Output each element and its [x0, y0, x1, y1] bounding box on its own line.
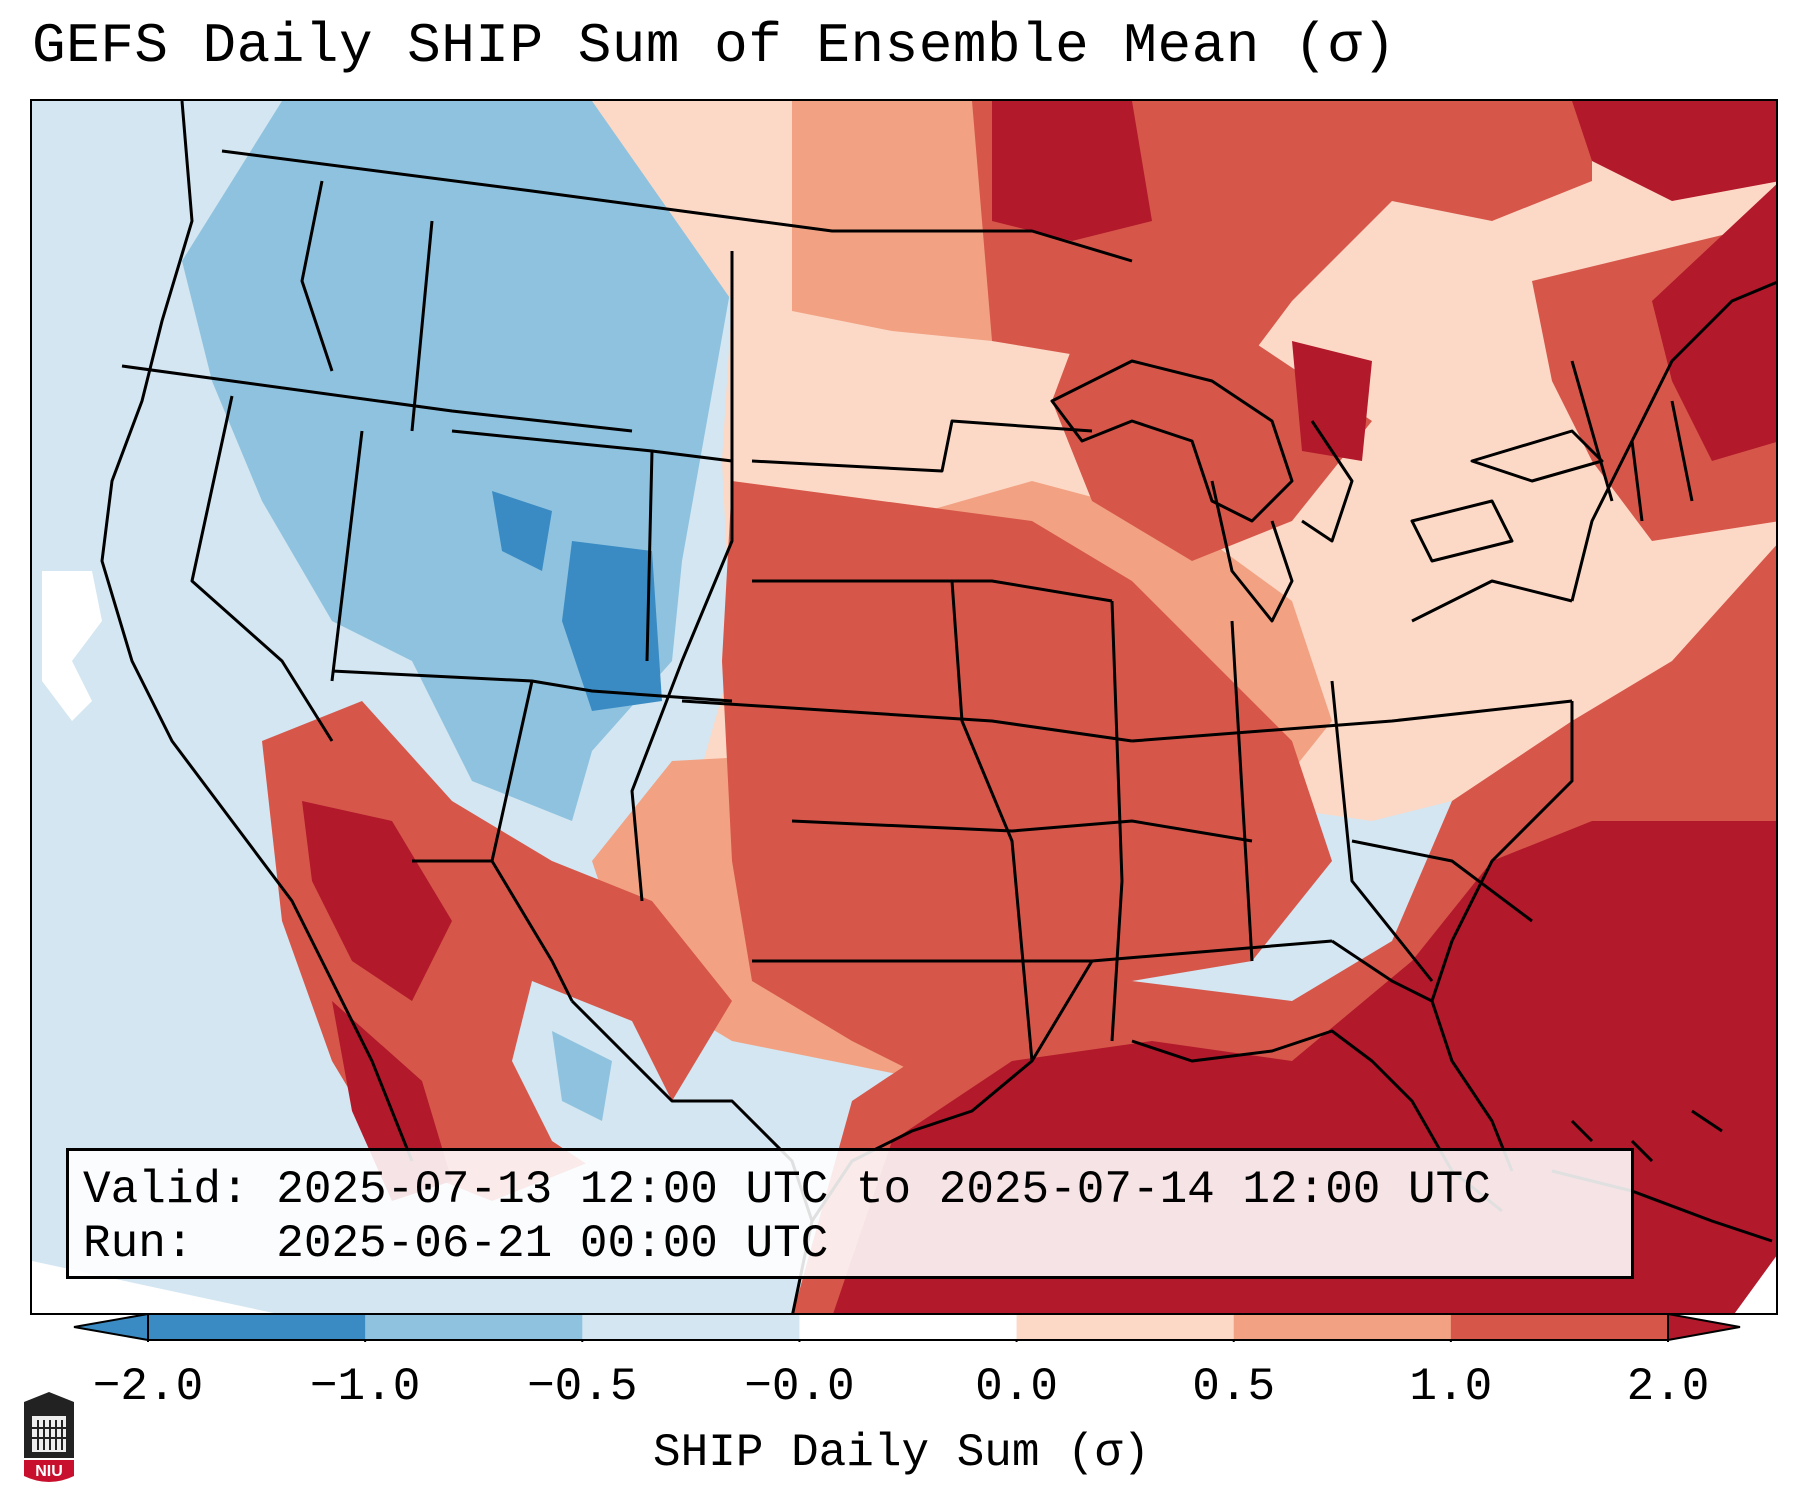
colorbar-segment — [148, 1314, 366, 1340]
colorbar-high-extend — [1668, 1314, 1740, 1340]
run-time-text: Run: 2025-06-21 00:00 UTC — [83, 1218, 829, 1270]
map-panel — [30, 99, 1778, 1315]
colorbar-tick-label: 2.0 — [1626, 1361, 1710, 1413]
colorbar-tick-label: −1.0 — [309, 1361, 421, 1413]
colorbar — [73, 1313, 1741, 1342]
niu-logo-icon: NIU — [24, 1392, 74, 1482]
colorbar-segment — [1016, 1314, 1235, 1340]
colorbar-tick-label: −2.0 — [92, 1361, 204, 1413]
valid-time-text: Valid: 2025-07-13 12:00 UTC to 2025-07-1… — [83, 1164, 1491, 1216]
colorbar-segment — [365, 1314, 583, 1340]
colorbar-tick-label: 0.5 — [1192, 1361, 1276, 1413]
colorbar-segment — [582, 1314, 800, 1340]
colorbar-low-extend — [74, 1314, 148, 1340]
valid-run-info-box: Valid: 2025-07-13 12:00 UTC to 2025-07-1… — [66, 1148, 1634, 1279]
colorbar-tick-label: −0.5 — [527, 1361, 638, 1413]
colorbar-outline — [147, 1313, 1669, 1341]
colorbar-segment — [799, 1314, 1018, 1340]
colorbar-segment — [1233, 1314, 1452, 1340]
colorbar-tick-label: 0.0 — [975, 1361, 1058, 1413]
colorbar-segments — [148, 1314, 1669, 1340]
colorbar-tick-label: 1.0 — [1409, 1361, 1493, 1413]
colorbar-segment — [1450, 1314, 1669, 1340]
svg-text:NIU: NIU — [35, 1463, 63, 1480]
colorbar-tick-label: −0.0 — [744, 1361, 855, 1413]
map-title: GEFS Daily SHIP Sum of Ensemble Mean (σ) — [32, 14, 1397, 78]
anomaly-map — [32, 101, 1776, 1313]
colorbar-label: SHIP Daily Sum (σ) — [653, 1427, 1150, 1479]
